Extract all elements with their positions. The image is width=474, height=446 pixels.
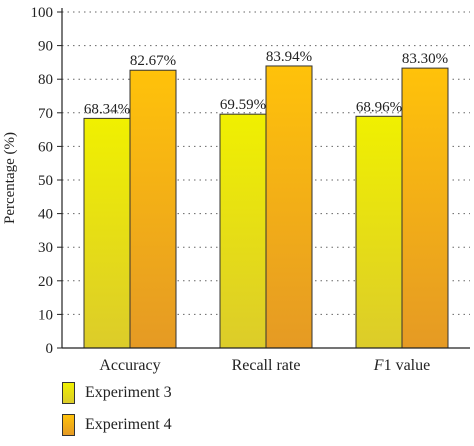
y-tick-label-70: 70 (38, 106, 53, 122)
data-label-s2-c2: 83.94% (266, 49, 312, 65)
y-tick-label-50: 50 (38, 173, 53, 189)
legend-swatch-experiment-4 (62, 414, 75, 436)
data-label-s1-c3: 68.96% (356, 99, 402, 115)
bar-s1-c1 (83, 117, 131, 349)
bars (83, 65, 449, 349)
y-tick-label-90: 90 (38, 39, 53, 55)
category-label-3: F1 value (373, 357, 430, 374)
y-tick-label-60: 60 (38, 139, 53, 155)
bar-s2-c2 (265, 65, 313, 349)
y-tick-label-80: 80 (38, 72, 53, 88)
data-label-s1-c1: 68.34% (84, 101, 130, 117)
legend-label-experiment-3: Experiment 3 (85, 384, 172, 401)
y-tick-label-30: 30 (38, 240, 53, 256)
data-label-s2-c3: 83.30% (402, 51, 448, 67)
category-label-1: Accuracy (99, 357, 160, 374)
y-axis-title: Percentage (%) (2, 132, 18, 224)
bar-s1-c2 (219, 113, 267, 349)
bar-s2-c1 (129, 69, 177, 349)
bar-s1-c3 (355, 115, 403, 349)
y-tick-label-20: 20 (38, 274, 53, 290)
data-label-s2-c1: 82.67% (130, 53, 176, 69)
y-tick-label-0: 0 (46, 341, 54, 357)
axes (57, 8, 470, 349)
legend: Experiment 3 Experiment 4 (62, 382, 172, 446)
y-tick-label-10: 10 (38, 307, 53, 323)
legend-item-experiment-3: Experiment 3 (62, 382, 172, 404)
bar-s2-c3 (401, 67, 449, 349)
data-label-s1-c2: 69.59% (220, 97, 266, 113)
y-tick-label-100: 100 (31, 5, 54, 21)
legend-item-experiment-4: Experiment 4 (62, 414, 172, 436)
y-tick-label-40: 40 (38, 207, 53, 223)
legend-swatch-experiment-3 (62, 382, 75, 404)
legend-label-experiment-4: Experiment 4 (85, 416, 172, 433)
labels: 0 10 20 30 40 50 60 70 80 90 100 68.34% 82.67% Accura… (31, 5, 449, 374)
category-label-2: Recall rate (232, 357, 301, 374)
